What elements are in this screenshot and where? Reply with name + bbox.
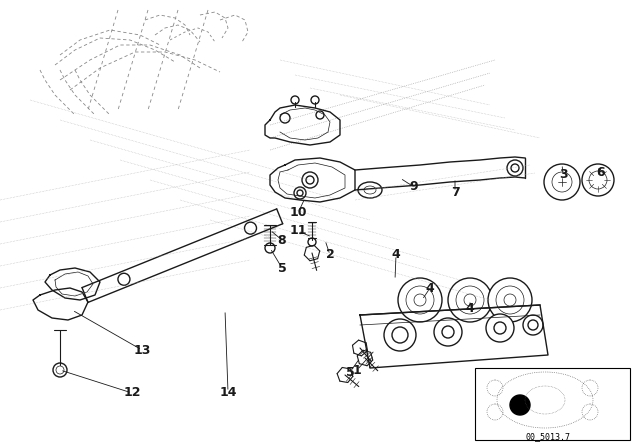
- Circle shape: [487, 404, 503, 420]
- Text: 2: 2: [326, 249, 334, 262]
- Bar: [475, 368, 630, 440]
- Circle shape: [510, 395, 530, 415]
- Circle shape: [311, 96, 319, 104]
- Text: 00_5013.7: 00_5013.7: [525, 432, 570, 441]
- Text: 11: 11: [289, 224, 307, 237]
- Circle shape: [582, 164, 614, 196]
- Circle shape: [496, 286, 524, 314]
- Text: 9: 9: [410, 181, 419, 194]
- Text: 8: 8: [278, 233, 286, 246]
- Text: 10: 10: [289, 207, 307, 220]
- Circle shape: [118, 273, 130, 285]
- Text: 6: 6: [596, 167, 605, 180]
- Circle shape: [456, 286, 484, 314]
- Text: 14: 14: [220, 385, 237, 399]
- Text: 1: 1: [353, 363, 362, 376]
- Circle shape: [291, 96, 299, 104]
- Text: 5: 5: [278, 262, 286, 275]
- Text: 12: 12: [124, 387, 141, 400]
- Circle shape: [392, 327, 408, 343]
- Text: 4: 4: [426, 281, 435, 294]
- Circle shape: [464, 294, 476, 306]
- Circle shape: [582, 404, 598, 420]
- Circle shape: [504, 294, 516, 306]
- Circle shape: [589, 171, 607, 189]
- Circle shape: [487, 380, 503, 396]
- Ellipse shape: [358, 182, 382, 198]
- Circle shape: [244, 222, 257, 234]
- Circle shape: [582, 380, 598, 396]
- Circle shape: [528, 320, 538, 330]
- Circle shape: [384, 319, 416, 351]
- Text: 13: 13: [133, 344, 150, 357]
- Circle shape: [494, 322, 506, 334]
- Circle shape: [552, 172, 572, 192]
- Circle shape: [523, 315, 543, 335]
- Ellipse shape: [364, 186, 376, 194]
- Circle shape: [398, 278, 442, 322]
- Circle shape: [488, 278, 532, 322]
- Circle shape: [53, 363, 67, 377]
- Text: 5: 5: [346, 366, 355, 379]
- Text: 7: 7: [451, 185, 460, 198]
- Circle shape: [448, 278, 492, 322]
- Text: 4: 4: [392, 249, 401, 262]
- Text: 4: 4: [466, 302, 474, 314]
- Circle shape: [442, 326, 454, 338]
- Circle shape: [486, 314, 514, 342]
- Text: 3: 3: [559, 168, 567, 181]
- Circle shape: [434, 318, 462, 346]
- Circle shape: [414, 294, 426, 306]
- Circle shape: [406, 286, 434, 314]
- Circle shape: [544, 164, 580, 200]
